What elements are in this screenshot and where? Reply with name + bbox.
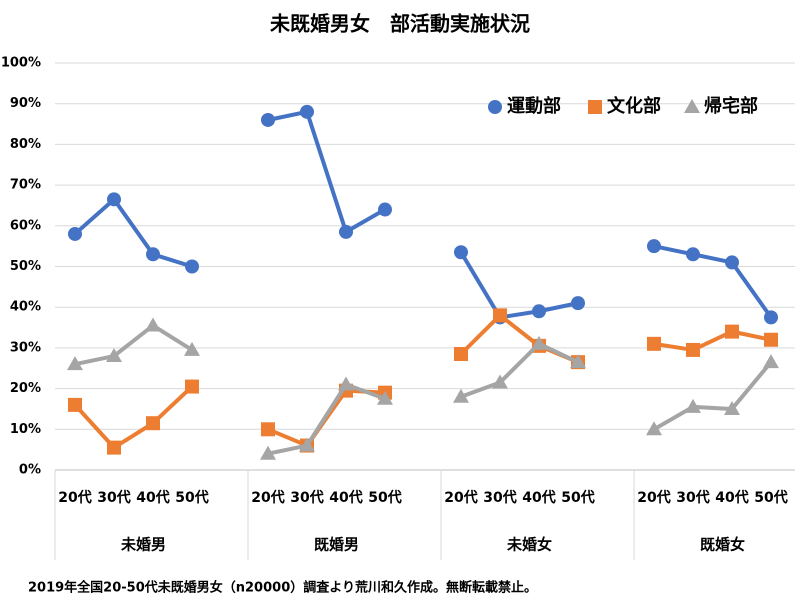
legend-label: 帰宅部 xyxy=(704,95,758,117)
series-line xyxy=(460,341,579,399)
x-tick-label: 20代 xyxy=(637,489,670,506)
marker xyxy=(454,347,468,362)
marker xyxy=(107,192,121,207)
group-label: 既婚男 xyxy=(314,536,359,554)
marker xyxy=(377,390,393,405)
marker xyxy=(185,259,199,274)
legend-marker xyxy=(588,100,602,114)
marker xyxy=(763,354,779,369)
x-tick-label: 30代 xyxy=(97,489,130,506)
marker xyxy=(570,354,586,369)
marker xyxy=(686,247,700,262)
marker xyxy=(647,336,661,351)
marker xyxy=(339,224,353,239)
group-label: 未婚男 xyxy=(120,536,166,554)
x-tick-label: 50代 xyxy=(175,489,208,506)
chart-title: 未既婚男女 部活動実施状況 xyxy=(270,12,530,36)
marker xyxy=(338,376,354,391)
x-tick-label: 40代 xyxy=(136,489,169,506)
marker xyxy=(300,104,314,119)
group-label: 未婚女 xyxy=(506,536,552,554)
marker xyxy=(531,335,547,350)
marker xyxy=(686,342,700,357)
x-tick-label: 50代 xyxy=(754,489,787,506)
y-tick-label: 50% xyxy=(10,259,41,274)
marker xyxy=(764,310,778,325)
series-line xyxy=(74,323,194,367)
marker xyxy=(185,379,199,394)
marker xyxy=(146,416,160,431)
x-tick-label: 30代 xyxy=(290,489,323,506)
marker xyxy=(492,374,508,389)
marker xyxy=(532,304,546,319)
marker xyxy=(68,226,82,241)
x-tick-label: 30代 xyxy=(483,489,516,506)
y-tick-label: 20% xyxy=(10,381,41,396)
marker xyxy=(453,388,469,403)
y-tick-label: 10% xyxy=(10,422,41,437)
marker xyxy=(571,296,585,311)
marker xyxy=(646,421,662,436)
marker xyxy=(107,440,121,455)
series-line xyxy=(459,251,579,320)
x-tick-label: 50代 xyxy=(561,489,594,506)
marker xyxy=(184,341,200,356)
marker xyxy=(67,356,83,371)
marker xyxy=(493,308,507,323)
x-tick-label: 20代 xyxy=(444,489,477,506)
series-line xyxy=(73,385,194,450)
marker xyxy=(764,332,778,347)
legend-label: 運動部 xyxy=(507,95,561,117)
group-label: 既婚女 xyxy=(700,536,745,554)
y-tick-label: 40% xyxy=(10,300,41,315)
x-tick-label: 20代 xyxy=(251,489,284,506)
marker xyxy=(454,245,468,260)
x-tick-label: 30代 xyxy=(676,489,709,506)
series-line xyxy=(653,329,772,352)
marker xyxy=(378,202,392,217)
y-tick-label: 90% xyxy=(10,96,41,111)
marker xyxy=(647,239,661,254)
marker xyxy=(261,422,275,437)
marker xyxy=(685,398,701,413)
series-line xyxy=(653,360,773,432)
marker xyxy=(725,324,739,339)
y-tick-label: 0% xyxy=(19,463,41,478)
x-tick-label: 40代 xyxy=(329,489,362,506)
marker xyxy=(145,317,161,332)
marker xyxy=(299,437,315,452)
y-tick-label: 30% xyxy=(10,340,41,355)
marker xyxy=(261,112,275,127)
y-tick-label: 80% xyxy=(10,137,41,152)
marker xyxy=(146,247,160,262)
x-tick-label: 50代 xyxy=(368,489,401,506)
series-line xyxy=(73,197,193,269)
legend-marker xyxy=(684,99,700,113)
marker xyxy=(724,400,740,415)
y-tick-label: 70% xyxy=(10,178,41,193)
legend-label: 文化部 xyxy=(607,95,661,117)
footnote: 2019年全国20-50代未既婚男女（n20000）調査より荒川和久作成。無断転… xyxy=(28,580,537,596)
marker xyxy=(68,397,82,412)
marker xyxy=(725,255,739,270)
y-tick-label: 100% xyxy=(1,56,41,71)
series-line xyxy=(653,244,773,319)
series-line xyxy=(267,382,386,456)
x-tick-label: 40代 xyxy=(522,489,555,506)
y-tick-label: 60% xyxy=(10,218,41,233)
series-line xyxy=(267,109,386,234)
x-tick-label: 40代 xyxy=(715,489,748,506)
x-tick-label: 20代 xyxy=(58,489,91,506)
legend-marker xyxy=(488,100,502,114)
marker xyxy=(106,348,122,363)
marker xyxy=(260,445,276,460)
